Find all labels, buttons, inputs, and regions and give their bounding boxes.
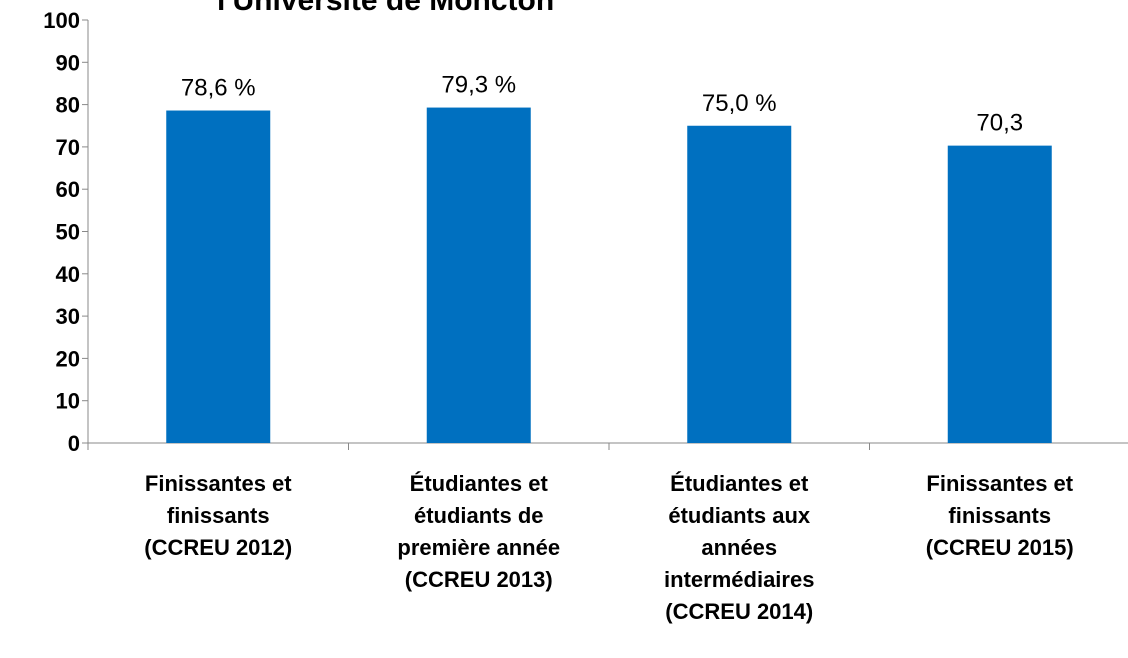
bar xyxy=(947,145,1052,444)
bar xyxy=(426,107,531,443)
x-tick-label: Étudiantes et étudiants de première anné… xyxy=(397,471,561,592)
value-label: 78,6 % xyxy=(181,75,256,102)
y-tick-label: 90 xyxy=(56,50,80,75)
y-tick-label: 40 xyxy=(56,262,80,287)
value-label: 79,3 % xyxy=(441,72,516,99)
x-tick-label: Finissantes et finissants (CCREU 2015) xyxy=(925,471,1074,560)
y-tick-label: 20 xyxy=(56,346,80,371)
bar xyxy=(166,110,271,443)
y-tick-label: 30 xyxy=(56,304,80,329)
chart-title: l'Université de Moncton xyxy=(217,0,554,17)
y-tick-label: 10 xyxy=(56,389,80,414)
y-tick-label: 70 xyxy=(56,135,80,160)
y-tick-label: 50 xyxy=(56,220,80,245)
value-label: 70,3 xyxy=(976,110,1023,137)
x-tick-label: Finissantes et finissants (CCREU 2012) xyxy=(144,471,293,560)
bar xyxy=(687,125,792,443)
x-tick-label: Étudiantes et étudiants aux années inter… xyxy=(664,471,815,624)
y-tick-label: 100 xyxy=(43,8,80,33)
y-tick-label: 60 xyxy=(56,177,80,202)
y-tick-label: 80 xyxy=(56,93,80,118)
y-tick-label: 0 xyxy=(68,431,80,456)
value-label: 75,0 % xyxy=(702,90,777,117)
